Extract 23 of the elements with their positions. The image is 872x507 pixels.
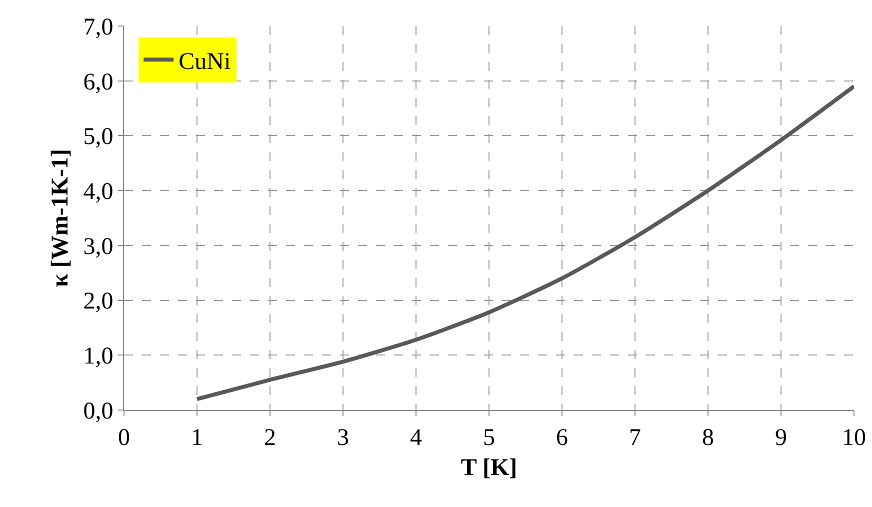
x-tick-label: 2 xyxy=(264,424,276,451)
y-tick-label: 1,0 xyxy=(83,344,114,370)
y-tick-label: 7,0 xyxy=(83,14,114,40)
x-tick-label: 5 xyxy=(483,424,495,451)
y-tick-label: 2,0 xyxy=(83,288,114,315)
x-tick-label: 9 xyxy=(775,424,787,451)
x-tick-label: 0 xyxy=(118,424,130,451)
x-tick-label: 4 xyxy=(410,424,422,451)
y-tick-label: 6,0 xyxy=(83,69,114,96)
x-tick-label: 7 xyxy=(629,424,641,451)
x-tick-label: 1 xyxy=(191,424,203,451)
y-axis-title: κ [Wm-1K-1] xyxy=(47,149,74,287)
x-tick-label: 10 xyxy=(842,424,866,451)
y-tick-label: 0,0 xyxy=(83,398,114,424)
legend-label: CuNi xyxy=(178,48,231,75)
y-tick-label: 3,0 xyxy=(83,234,114,260)
x-tick-label: 8 xyxy=(702,424,714,451)
line-series xyxy=(195,84,854,402)
y-tick-label: 4,0 xyxy=(83,178,114,205)
y-tick-label: 5,0 xyxy=(83,124,114,150)
x-tick-label: 3 xyxy=(337,424,349,451)
x-axis-title: T [K] xyxy=(460,455,518,482)
x-tick-label: 6 xyxy=(556,424,568,451)
